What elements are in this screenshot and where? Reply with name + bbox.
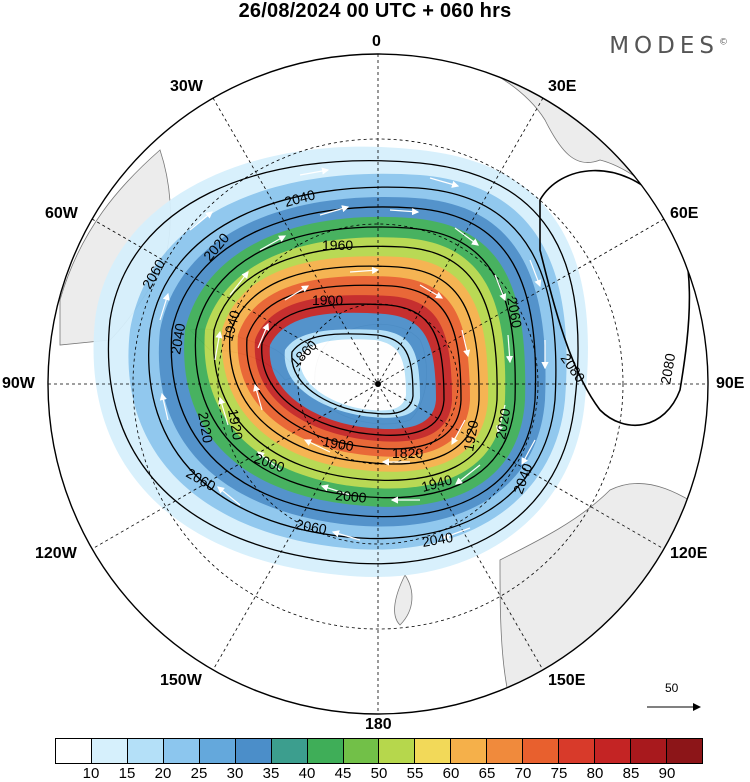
contour-1860 xyxy=(291,333,414,415)
colorbar-swatch xyxy=(631,738,667,764)
colorbar-swatch xyxy=(163,738,200,764)
contour-label: 2060 xyxy=(294,516,328,537)
contour-2020 xyxy=(170,206,537,518)
colorbar-tick-label: 65 xyxy=(478,765,496,782)
contour-label: 1900 xyxy=(312,292,343,308)
contour-label: 2040 xyxy=(167,322,188,356)
colorbar-swatch xyxy=(199,738,236,764)
colorbar xyxy=(55,738,703,764)
colorbar-swatch xyxy=(271,738,308,764)
colorbar-tick-label: 40 xyxy=(298,765,316,782)
lon-label-150e: 150E xyxy=(548,672,586,689)
contour-2040 xyxy=(148,186,557,540)
lon-label-60w: 60W xyxy=(45,205,78,222)
colorbar-swatch xyxy=(55,738,92,764)
contour-1960 xyxy=(212,245,498,481)
contour-label: 1940 xyxy=(420,471,454,495)
contour-1940 xyxy=(229,265,480,465)
wind-vectors xyxy=(159,167,549,541)
contour-label: 1960 xyxy=(322,237,353,253)
lon-label-60e: 60E xyxy=(670,205,699,222)
colorbar-swatch xyxy=(523,738,560,764)
colorbar-swatch xyxy=(415,738,452,764)
colorbar-tick-label: 80 xyxy=(586,765,604,782)
lon-label-150w: 150W xyxy=(160,672,202,689)
colorbar-swatch xyxy=(307,738,344,764)
height-contours xyxy=(107,160,691,565)
contour-2000 xyxy=(194,226,516,499)
contour-label: 2040 xyxy=(283,186,317,210)
colorbar-tick-label: 35 xyxy=(262,765,280,782)
colorbar-swatch xyxy=(595,738,631,764)
polar-calm xyxy=(299,339,406,411)
contour-1900 xyxy=(261,303,445,436)
south-pole-marker xyxy=(375,381,381,387)
colorbar-swatch xyxy=(451,738,488,764)
colorbar-tick-label: 15 xyxy=(118,765,136,782)
colorbar-tick-label: 70 xyxy=(514,765,532,782)
contour-2080 xyxy=(539,169,691,426)
colorbar-swatch xyxy=(487,738,524,764)
contour-2060 xyxy=(107,160,579,565)
colorbar-swatch xyxy=(235,738,272,764)
colorbar-swatch xyxy=(379,738,416,764)
contour-1920 xyxy=(246,284,462,450)
lon-label-120e: 120E xyxy=(670,545,708,562)
colorbar-tick-label: 60 xyxy=(442,765,460,782)
lon-label-30w: 30W xyxy=(170,78,203,95)
brand-name: MODES xyxy=(609,33,719,59)
reference-vector-label: 50 xyxy=(665,681,679,695)
new-zealand-land xyxy=(394,574,413,626)
colorbar-tick-label: 75 xyxy=(550,765,568,782)
colorbar-swatch xyxy=(343,738,380,764)
map-disc: 2040 2060 1960 2020 1900 1860 1940 2040 … xyxy=(48,54,708,714)
colorbar-swatch xyxy=(666,738,703,764)
brand-logo: MODES© xyxy=(609,33,728,59)
colorbar-tick-label: 25 xyxy=(190,765,208,782)
lon-label-120w: 120W xyxy=(35,545,77,562)
lon-label-90w: 90W xyxy=(2,375,35,392)
colorbar-tick-label: 85 xyxy=(622,765,640,782)
contour-label: 1940 xyxy=(219,308,243,342)
colorbar-swatch xyxy=(559,738,596,764)
lon-label-90e: 90E xyxy=(716,375,745,392)
colorbar-swatch xyxy=(127,738,164,764)
colorbar-tick-label: 90 xyxy=(658,765,676,782)
colorbar-tick-label: 20 xyxy=(154,765,172,782)
contour-label: 1820 xyxy=(392,445,423,461)
contour-label: 1900 xyxy=(321,433,355,454)
lon-label-30e: 30E xyxy=(548,78,577,95)
colorbar-tick-label: 55 xyxy=(406,765,424,782)
copyright-mark: © xyxy=(719,37,728,48)
colorbar-tick-label: 30 xyxy=(226,765,244,782)
colorbar-tick-label: 50 xyxy=(370,765,388,782)
lon-label-0: 0 xyxy=(372,33,381,50)
contour-label: 2060 xyxy=(504,296,525,330)
contour-label: 2080 xyxy=(657,352,678,386)
contour-label: 2040 xyxy=(421,529,455,550)
map-boundary xyxy=(47,53,709,715)
lon-label-180: 180 xyxy=(365,716,392,733)
contour-label: 1920 xyxy=(460,419,481,453)
colorbar-tick-label: 10 xyxy=(82,765,100,782)
contour-label: 2020 xyxy=(195,411,216,445)
contour-label: 2000 xyxy=(335,487,368,506)
map-title: 26/08/2024 00 UTC + 060 hrs xyxy=(238,0,512,22)
colorbar-swatch xyxy=(91,738,128,764)
contour-label: 2020 xyxy=(492,407,513,441)
contour-label: 1920 xyxy=(225,408,246,442)
colorbar-tick-label: 45 xyxy=(334,765,352,782)
